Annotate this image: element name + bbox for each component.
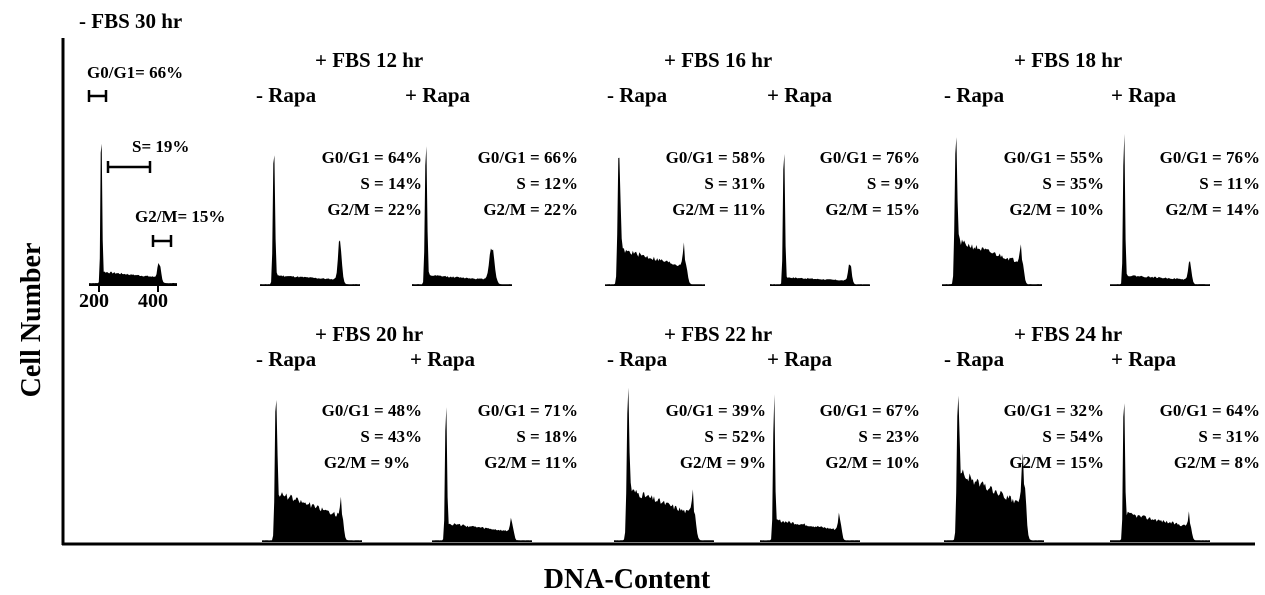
group-22hr: + FBS 22 hr - Rapa + Rapa G0/G1 = 39% S … xyxy=(607,322,920,542)
s-value: S = 23% xyxy=(858,427,920,446)
g0g1-value: G0/G1 = 55% xyxy=(1004,148,1104,167)
g0g1-value: G0/G1 = 66% xyxy=(478,148,578,167)
histogram-18hr-minus-rapa xyxy=(942,137,1042,286)
histogram-12hr-minus-rapa xyxy=(260,155,360,286)
condition-title: + FBS 24 hr xyxy=(1014,322,1122,346)
control-title: - FBS 30 hr xyxy=(79,9,182,33)
control-g2m-label: G2/M= 15% xyxy=(135,207,225,226)
histogram-20hr-minus-rapa xyxy=(262,400,362,542)
g0g1-value: G0/G1 = 76% xyxy=(1160,148,1260,167)
condition-title: + FBS 12 hr xyxy=(315,48,423,72)
s-value: S = 14% xyxy=(360,174,422,193)
histogram-16hr-plus-rapa xyxy=(770,154,870,286)
treatment-label: - Rapa xyxy=(944,83,1005,107)
treatment-label: + Rapa xyxy=(1111,83,1177,107)
g2m-value: G2/M = 15% xyxy=(1009,453,1104,472)
s-value: S = 52% xyxy=(704,427,766,446)
group-12hr: + FBS 12 hr - Rapa + Rapa G0/G1 = 64% S … xyxy=(256,48,578,286)
group-16hr: + FBS 16 hr - Rapa + Rapa G0/G1 = 58% S … xyxy=(605,48,920,286)
treatment-label: + Rapa xyxy=(405,83,471,107)
y-axis-label: Cell Number xyxy=(16,243,47,398)
s-value: S = 43% xyxy=(360,427,422,446)
treatment-label: - Rapa xyxy=(256,347,317,371)
g2m-value: G2/M = 9% xyxy=(324,453,410,472)
g0g1-value: G0/G1 = 76% xyxy=(820,148,920,167)
g0g1-gate-bar xyxy=(87,90,108,102)
s-value: S = 12% xyxy=(516,174,578,193)
s-gate-bar xyxy=(106,161,152,173)
condition-title: + FBS 20 hr xyxy=(315,322,423,346)
g0g1-value: G0/G1 = 71% xyxy=(478,401,578,420)
g0g1-value: G0/G1 = 48% xyxy=(322,401,422,420)
g0g1-value: G0/G1 = 67% xyxy=(820,401,920,420)
treatment-label: - Rapa xyxy=(607,347,668,371)
s-value: S = 11% xyxy=(1199,174,1260,193)
control-panel: - FBS 30 hr G0/G1= 66% S= 19% G2/M= 15% … xyxy=(79,9,225,312)
treatment-label: + Rapa xyxy=(767,347,833,371)
histogram-24hr-minus-rapa xyxy=(944,395,1044,542)
condition-title: + FBS 16 hr xyxy=(664,48,772,72)
g0g1-value: G0/G1 = 64% xyxy=(322,148,422,167)
g2m-value: G2/M = 8% xyxy=(1174,453,1260,472)
g0g1-value: G0/G1 = 32% xyxy=(1004,401,1104,420)
g0g1-value: G0/G1 = 39% xyxy=(666,401,766,420)
g0g1-value: G0/G1 = 58% xyxy=(666,148,766,167)
treatment-label: + Rapa xyxy=(1111,347,1177,371)
treatment-label: - Rapa xyxy=(607,83,668,107)
g2m-value: G2/M = 22% xyxy=(327,200,422,219)
condition-title: + FBS 18 hr xyxy=(1014,48,1122,72)
s-value: S = 54% xyxy=(1042,427,1104,446)
tick-label-200: 200 xyxy=(79,290,109,312)
s-value: S = 35% xyxy=(1042,174,1104,193)
histogram-22hr-minus-rapa xyxy=(614,387,714,542)
histogram-24hr-plus-rapa xyxy=(1110,403,1210,542)
g2m-value: G2/M = 22% xyxy=(483,200,578,219)
control-s-label: S= 19% xyxy=(132,137,189,156)
s-value: S = 31% xyxy=(704,174,766,193)
s-value: S = 18% xyxy=(516,427,578,446)
treatment-label: - Rapa xyxy=(944,347,1005,371)
g2m-value: G2/M = 9% xyxy=(680,453,766,472)
treatment-label: + Rapa xyxy=(410,347,476,371)
tick-label-400: 400 xyxy=(138,290,168,312)
group-24hr: + FBS 24 hr - Rapa + Rapa G0/G1 = 32% S … xyxy=(944,322,1260,542)
condition-title: + FBS 22 hr xyxy=(664,322,772,346)
s-value: S = 9% xyxy=(867,174,920,193)
g2m-value: G2/M = 15% xyxy=(825,200,920,219)
g2m-value: G2/M = 11% xyxy=(672,200,766,219)
g2m-value: G2/M = 11% xyxy=(484,453,578,472)
g2m-value: G2/M = 10% xyxy=(1009,200,1104,219)
treatment-label: + Rapa xyxy=(767,83,833,107)
g2m-value: G2/M = 10% xyxy=(825,453,920,472)
histogram-16hr-minus-rapa xyxy=(605,157,705,286)
x-axis-label: DNA-Content xyxy=(544,564,711,595)
group-18hr: + FBS 18 hr - Rapa + Rapa G0/G1 = 55% S … xyxy=(942,48,1260,286)
control-g0g1-label: G0/G1= 66% xyxy=(87,63,183,82)
g2m-value: G2/M = 14% xyxy=(1165,200,1260,219)
g0g1-value: G0/G1 = 64% xyxy=(1160,401,1260,420)
s-value: S = 31% xyxy=(1198,427,1260,446)
g2m-gate-bar xyxy=(151,235,173,247)
treatment-label: - Rapa xyxy=(256,83,317,107)
group-20hr: + FBS 20 hr - Rapa + Rapa G0/G1 = 48% S … xyxy=(256,322,578,542)
